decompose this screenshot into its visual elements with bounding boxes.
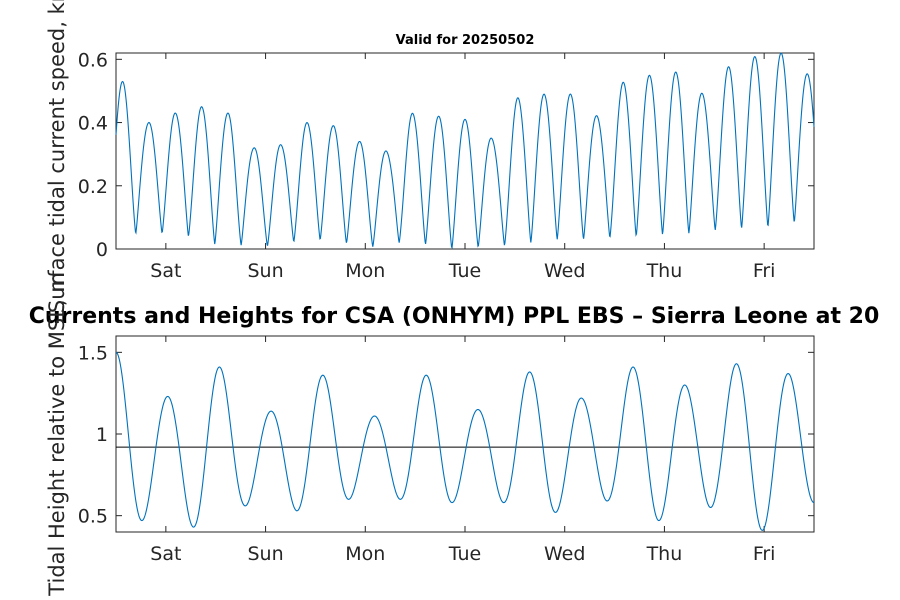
speed-x-tick-label: Sun xyxy=(247,260,283,282)
speed-x-tick-label: Thu xyxy=(646,260,683,282)
speed-ticks xyxy=(116,53,814,250)
speed-x-tick-label: Tue xyxy=(448,260,481,282)
height-x-tick-label: Sat xyxy=(150,543,181,565)
speed-x-tick-label: Sat xyxy=(150,260,181,282)
height-x-tick-labels: Sat Sun Mon Tue Wed Thu Fri xyxy=(150,543,775,565)
speed-y-tick-label: 0.6 xyxy=(78,49,108,71)
speed-y-axis-label: Surface tidal current speed, kn xyxy=(45,0,69,313)
height-plot-area xyxy=(115,335,815,533)
height-x-tick-label: Sun xyxy=(247,543,283,565)
height-y-axis-label: Tidal Height relative to MSL, m xyxy=(45,272,69,596)
height-ticks xyxy=(116,336,814,532)
height-x-tick-label: Wed xyxy=(544,543,585,565)
speed-chart-title: Valid for 20250502 xyxy=(396,33,535,48)
height-y-tick-label: 1 xyxy=(96,424,108,446)
height-y-tick-label: 0.5 xyxy=(78,506,108,528)
speed-x-tick-labels: Sat Sun Mon Tue Wed Thu Fri xyxy=(150,260,775,282)
speed-x-tick-label: Fri xyxy=(753,260,776,282)
height-series-line xyxy=(115,351,815,531)
speed-line-layer xyxy=(115,52,815,250)
speed-x-tick-label: Wed xyxy=(544,260,585,282)
speed-y-tick-label: 0.4 xyxy=(78,113,108,135)
speed-plot-area xyxy=(115,52,815,250)
speed-x-tick-label: Mon xyxy=(345,260,385,282)
speed-y-tick-label: 0.2 xyxy=(78,176,108,198)
speed-chart: Valid for 20250502 Sat Sun Mon Tue Wed Thu Fri… xyxy=(45,0,815,313)
speed-y-tick-label: 0 xyxy=(96,239,108,261)
speed-series-line xyxy=(115,52,815,250)
speed-y-tick-labels: 0 0.2 0.4 0.6 xyxy=(78,49,108,261)
height-line-layer xyxy=(115,351,815,531)
height-x-tick-label: Tue xyxy=(448,543,481,565)
height-y-tick-label: 1.5 xyxy=(78,342,108,364)
height-x-tick-label: Fri xyxy=(753,543,776,565)
height-x-tick-label: Thu xyxy=(646,543,683,565)
height-chart-title: Currents and Heights for CSA (ONHYM) PPL… xyxy=(29,304,880,329)
height-chart: Currents and Heights for CSA (ONHYM) PPL… xyxy=(29,272,880,596)
height-x-tick-label: Mon xyxy=(345,543,385,565)
height-y-tick-labels: 0.5 1 1.5 xyxy=(78,342,108,527)
